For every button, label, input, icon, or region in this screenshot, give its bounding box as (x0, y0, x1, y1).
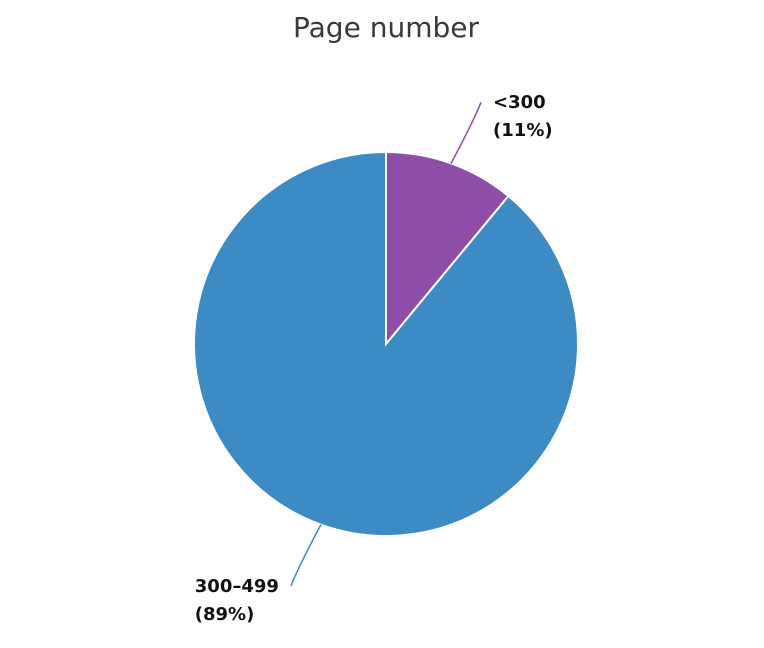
slice-label: <300 (493, 92, 546, 113)
data-label: <300 (11%) (493, 92, 553, 141)
chart-title: Page number (293, 11, 479, 44)
pie-slice (193, 150, 579, 537)
value-label: (89%) (195, 604, 255, 625)
value-label: (11%) (493, 120, 553, 141)
leader-line (290, 524, 322, 587)
slice-label: 300–499 (195, 576, 279, 597)
leader-line (450, 101, 482, 164)
data-label: 300–499 (89%) (195, 576, 279, 625)
